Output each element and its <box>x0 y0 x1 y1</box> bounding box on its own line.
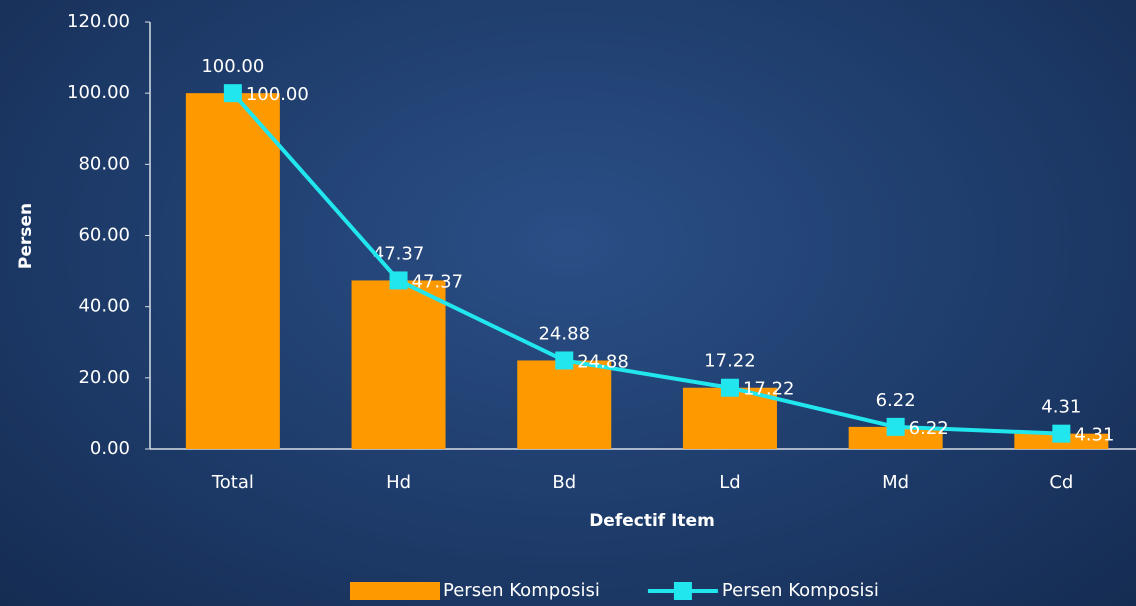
bar-value-label: 47.37 <box>373 243 425 264</box>
x-tick-label: Cd <box>1049 472 1073 493</box>
line-value-label: 47.37 <box>412 271 464 292</box>
x-axis-title: Defectif Item <box>589 511 715 531</box>
bar-value-label: 17.22 <box>704 351 756 372</box>
legend-label: Persen Komposisi <box>722 580 879 601</box>
legend-swatch <box>673 582 692 600</box>
legend-swatch <box>350 582 440 600</box>
line-marker <box>886 417 905 436</box>
y-tick-label: 40.00 <box>78 296 130 317</box>
bar-value-label: 6.22 <box>876 390 916 411</box>
line-value-label: 24.88 <box>577 351 629 372</box>
line-marker <box>720 378 739 397</box>
line-value-label: 6.22 <box>909 418 949 439</box>
x-tick-label: Md <box>882 472 909 493</box>
line-value-label: 100.00 <box>246 84 309 105</box>
x-tick-label: Bd <box>552 472 576 493</box>
y-tick-label: 80.00 <box>78 153 130 174</box>
x-tick-label: Total <box>211 472 254 493</box>
bar <box>517 360 612 449</box>
x-tick-label: Hd <box>386 472 411 493</box>
bar-value-label: 24.88 <box>538 323 590 344</box>
line-marker <box>555 351 574 370</box>
y-tick-label: 0.00 <box>90 438 130 459</box>
line-marker <box>389 271 408 290</box>
y-tick-label: 20.00 <box>78 367 130 388</box>
x-tick-label: Ld <box>719 472 740 493</box>
legend-label: Persen Komposisi <box>443 580 600 601</box>
bar <box>351 280 446 449</box>
line-marker <box>1052 424 1071 443</box>
bar <box>185 93 280 450</box>
bar-value-label: 4.31 <box>1041 397 1081 418</box>
y-tick-label: 100.00 <box>67 82 130 103</box>
line <box>231 91 1062 436</box>
bar <box>682 387 777 449</box>
bar <box>848 426 943 449</box>
y-axis-title: Persen <box>16 203 36 269</box>
y-tick-label: 120.00 <box>67 11 130 32</box>
line-value-label: 17.22 <box>743 379 795 400</box>
line-value-label: 4.31 <box>1074 425 1114 446</box>
y-tick-label: 60.00 <box>78 225 130 246</box>
bar-value-label: 100.00 <box>201 56 264 77</box>
line-marker <box>223 84 242 103</box>
